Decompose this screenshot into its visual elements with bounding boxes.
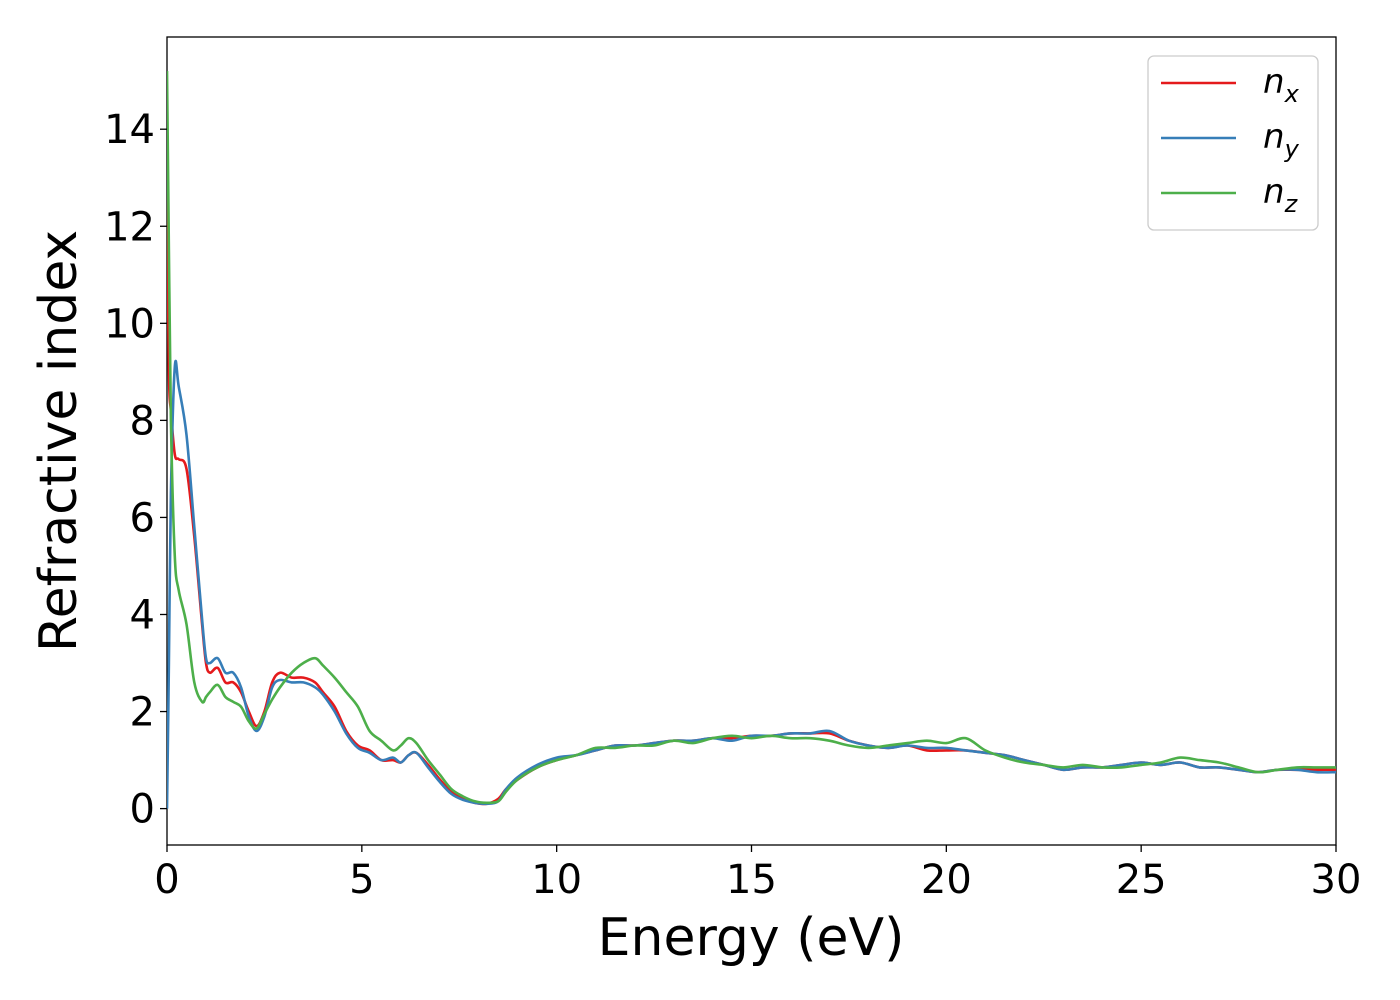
- y-tick-label: 0: [130, 787, 155, 833]
- y-tick-label: 12: [104, 204, 155, 250]
- x-tick-label: 5: [349, 857, 374, 903]
- y-axis-label: Refractive index: [29, 230, 89, 652]
- series-line-nz: [167, 70, 1336, 805]
- x-axis-label: Energy (eV): [598, 908, 905, 968]
- x-tick-label: 20: [921, 857, 972, 903]
- y-tick-label: 10: [104, 301, 155, 347]
- x-tick-label: 10: [531, 857, 582, 903]
- series-line-ny: [167, 359, 1336, 809]
- y-tick-label: 8: [130, 398, 155, 444]
- y-tick-label: 14: [104, 107, 155, 153]
- x-tick-label: 30: [1311, 857, 1362, 903]
- y-tick-label: 4: [130, 592, 155, 638]
- y-tick-label: 2: [130, 690, 155, 736]
- y-axis: 0 2 4 6 8 10 12 14: [104, 107, 167, 833]
- x-axis: 0 5 10 15 20 25 30: [154, 845, 1361, 903]
- legend-box: [1147, 55, 1319, 231]
- y-tick-label: 6: [130, 495, 155, 541]
- x-tick-label: 0: [154, 857, 179, 903]
- series-line-nx: [167, 177, 1336, 806]
- series-layer: [167, 70, 1336, 809]
- x-tick-label: 15: [726, 857, 777, 903]
- x-tick-label: 25: [1116, 857, 1167, 903]
